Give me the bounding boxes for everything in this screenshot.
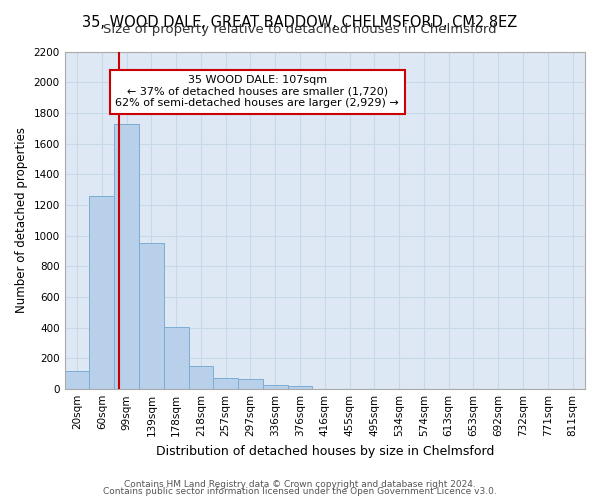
Bar [263,384,287,389]
Bar [65,371,89,389]
X-axis label: Distribution of detached houses by size in Chelmsford: Distribution of detached houses by size … [155,444,494,458]
Text: Size of property relative to detached houses in Chelmsford: Size of property relative to detached ho… [103,22,497,36]
Bar [287,386,313,389]
Bar [214,378,238,389]
Bar [238,379,263,389]
Text: 35, WOOD DALE, GREAT BADDOW, CHELMSFORD, CM2 8EZ: 35, WOOD DALE, GREAT BADDOW, CHELMSFORD,… [82,15,518,30]
Bar [164,327,188,389]
Bar [114,124,139,389]
Text: Contains public sector information licensed under the Open Government Licence v3: Contains public sector information licen… [103,487,497,496]
Text: Contains HM Land Registry data © Crown copyright and database right 2024.: Contains HM Land Registry data © Crown c… [124,480,476,489]
Y-axis label: Number of detached properties: Number of detached properties [15,128,28,314]
Bar [89,196,114,389]
Bar [139,244,164,389]
Bar [188,366,214,389]
Text: 35 WOOD DALE: 107sqm
← 37% of detached houses are smaller (1,720)
62% of semi-de: 35 WOOD DALE: 107sqm ← 37% of detached h… [115,75,399,108]
